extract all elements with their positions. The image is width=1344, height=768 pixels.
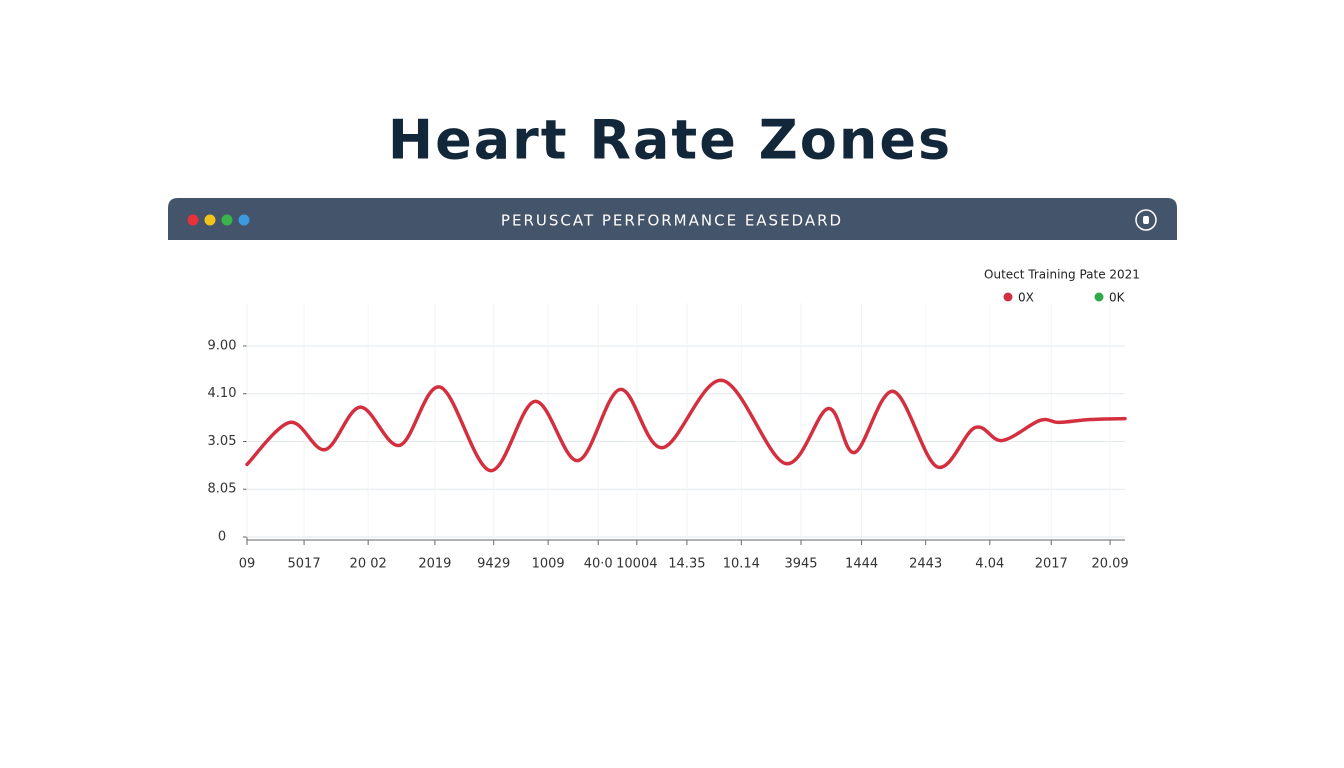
y-tick-label: 3.05 bbox=[208, 434, 237, 449]
window-dot[interactable] bbox=[187, 214, 199, 226]
x-tick-label: 5017 bbox=[288, 557, 321, 572]
y-tick-label: 0 bbox=[218, 530, 226, 545]
window-dot[interactable] bbox=[204, 214, 216, 226]
x-tick-label: 20 02 bbox=[350, 557, 387, 572]
legend-marker bbox=[1003, 292, 1013, 302]
x-tick-label: 3945 bbox=[784, 557, 817, 572]
x-tick-label: 2017 bbox=[1035, 557, 1068, 572]
window-bar bbox=[168, 198, 1177, 240]
user-icon-glyph bbox=[1143, 216, 1149, 224]
x-tick-label: 40·0 bbox=[584, 557, 613, 572]
window-title: PERUSCAT PERFORMANCE EASEDARD bbox=[501, 212, 843, 230]
y-tick-label: 9.00 bbox=[208, 338, 237, 353]
y-tick-label: 4.10 bbox=[208, 386, 237, 401]
x-tick-label: 1444 bbox=[845, 557, 878, 572]
legend-title: Outect Training Pate 2021 bbox=[984, 268, 1140, 282]
line bbox=[245, 378, 1127, 473]
x-tick-label: 2443 bbox=[909, 557, 942, 572]
legend-marker bbox=[1094, 292, 1104, 302]
x-tick-label: 4.04 bbox=[975, 557, 1004, 572]
window-dot[interactable] bbox=[221, 214, 233, 226]
x-tick-label: 20.09 bbox=[1091, 557, 1128, 572]
page-title: Heart Rate Zones bbox=[388, 109, 952, 172]
y-tick-label: 8.05 bbox=[208, 482, 237, 497]
x-tick-label: 1009 bbox=[532, 557, 565, 572]
user-icon[interactable] bbox=[1135, 209, 1157, 231]
window-dot[interactable] bbox=[238, 214, 250, 226]
x-tick-label: 10004 bbox=[616, 557, 657, 572]
x-tick-label: 14.35 bbox=[668, 557, 705, 572]
x-tick-label: 9429 bbox=[477, 557, 510, 572]
legend-label: 0X bbox=[1018, 291, 1034, 305]
x-tick-label: 10.14 bbox=[723, 557, 760, 572]
legend-label: 0K bbox=[1109, 291, 1126, 305]
x-tick-label: 09 bbox=[239, 557, 256, 572]
x-tick-label: 2019 bbox=[418, 557, 451, 572]
